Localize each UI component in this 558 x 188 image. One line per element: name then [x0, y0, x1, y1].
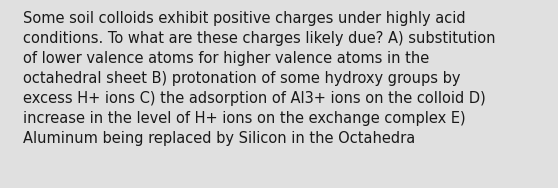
Text: Some soil colloids exhibit positive charges under highly acid
conditions. To wha: Some soil colloids exhibit positive char… [23, 11, 496, 146]
